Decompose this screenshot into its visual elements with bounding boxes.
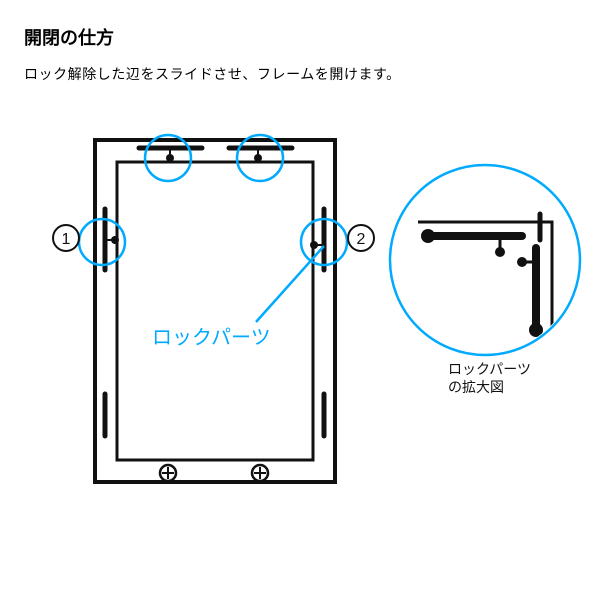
detail-h-dot [495, 247, 505, 257]
frame-outer [95, 140, 335, 482]
detail-h-endcap [421, 229, 435, 243]
lock-dot-2 [111, 236, 119, 244]
frame-inner [117, 162, 313, 460]
detail-caption: ロックパーツの拡大図 [448, 361, 531, 395]
diagram-canvas: ロックパーツ 1 2 ロックパーツの拡大図 [0, 0, 600, 600]
lock-dot-0 [166, 154, 174, 162]
lock-dot-3 [310, 241, 318, 249]
detail-v-dot [517, 257, 527, 267]
lock-dot-1 [254, 154, 262, 162]
step-number-0: 1 [62, 231, 71, 248]
step-number-1: 2 [357, 231, 366, 248]
lock-parts-label: ロックパーツ [152, 326, 271, 349]
